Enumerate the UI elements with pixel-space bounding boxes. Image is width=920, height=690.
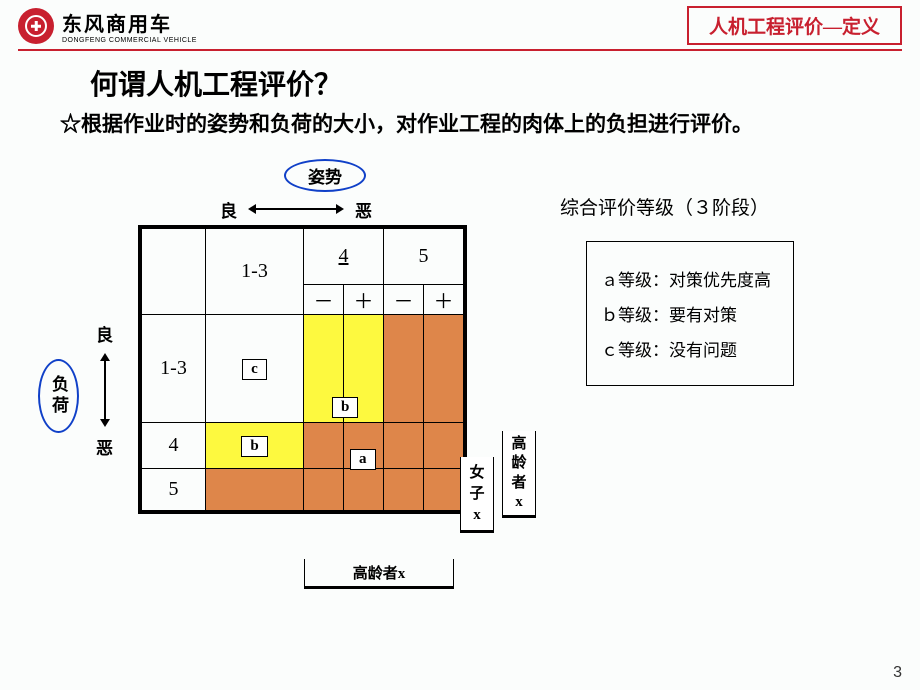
col5-minus: －	[384, 284, 424, 314]
col-header-5: 5	[384, 228, 464, 284]
evaluation-title: 综合评价等级（３阶段）	[560, 193, 769, 220]
evaluation-matrix: 1-3 4 5 － ＋ － ＋ 1-3 c b	[138, 225, 467, 514]
load-label-oval: 负荷	[38, 359, 79, 433]
brand-en: DONGFENG COMMERCIAL VEHICLE	[62, 37, 197, 44]
header: 东风商用车 DONGFENG COMMERCIAL VEHICLE 人机工程评价…	[0, 0, 920, 45]
cell-13-5p	[424, 314, 464, 422]
load-bad: 恶	[96, 434, 113, 459]
grade-c: ｃ等级：没有问题	[601, 336, 771, 361]
posture-bad: 恶	[355, 197, 372, 222]
cell-4-4m	[304, 422, 344, 468]
col-header-4: 4	[304, 228, 384, 284]
cell-5-13	[206, 468, 304, 510]
elder-vertical-label: 高龄者x	[502, 431, 536, 518]
cell-4-5p	[424, 422, 464, 468]
cell-b2: b	[206, 422, 304, 468]
diagram-area: 姿势 良 恶 负荷 良 恶 1-3 4 5 － ＋	[50, 159, 870, 589]
cell-5-4m	[304, 468, 344, 510]
cell-13-5m	[384, 314, 424, 422]
cell-c: c	[206, 314, 304, 422]
female-label: 女子x	[460, 457, 494, 533]
cell-5-5p	[424, 468, 464, 510]
cell-b1: b	[344, 314, 384, 422]
posture-axis: 良 恶	[220, 197, 372, 222]
col4-minus: －	[304, 284, 344, 314]
brand-text: 东风商用车 DONGFENG COMMERCIAL VEHICLE	[62, 8, 197, 44]
logo-area: 东风商用车 DONGFENG COMMERCIAL VEHICLE	[18, 8, 197, 44]
page-number: 3	[893, 664, 902, 682]
col-header-13: 1-3	[206, 228, 304, 314]
brand-zh: 东风商用车	[62, 8, 197, 37]
slide-topic-box: 人机工程评价—定义	[687, 6, 902, 45]
cell-5-5m	[384, 468, 424, 510]
elder-horizontal-label: 高龄者x	[304, 559, 454, 589]
row-header-13: 1-3	[142, 314, 206, 422]
grade-legend: ａ等级：对策优先度高 ｂ等级：要有对策 ｃ等级：没有问题	[586, 241, 794, 386]
description: ☆根据作业时的姿势和负荷的大小，对作业工程的肉体上的负担进行评价。	[60, 109, 840, 141]
arrow-vertical-icon	[104, 356, 106, 424]
content: 何谓人机工程评价？ ☆根据作业时的姿势和负荷的大小，对作业工程的肉体上的负担进行…	[0, 51, 920, 589]
load-good: 良	[96, 321, 113, 346]
grade-a: ａ等级：对策优先度高	[601, 266, 771, 291]
logo-icon	[18, 8, 54, 44]
row-header-4: 4	[142, 422, 206, 468]
col5-plus: ＋	[424, 284, 464, 314]
load-axis: 良 恶	[96, 321, 113, 459]
cell-a: a	[344, 468, 384, 510]
question-title: 何谓人机工程评价？	[90, 63, 870, 103]
row-header-5: 5	[142, 468, 206, 510]
posture-label-oval: 姿势	[284, 159, 366, 192]
arrow-horizontal-icon	[251, 208, 341, 210]
col4-plus: ＋	[344, 284, 384, 314]
posture-good: 良	[220, 197, 237, 222]
grade-b: ｂ等级：要有对策	[601, 301, 771, 326]
cell-4-5m	[384, 422, 424, 468]
